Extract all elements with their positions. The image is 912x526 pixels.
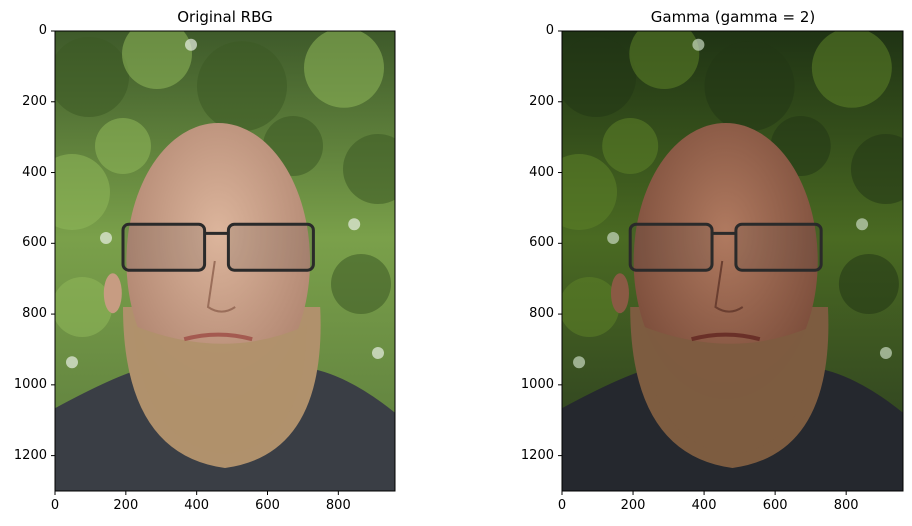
right-x-tick-label: 400 xyxy=(691,498,717,513)
left-y-tick-label: 600 xyxy=(22,235,47,251)
right-axes-frame xyxy=(561,30,904,492)
right-x-tick-label: 0 xyxy=(557,498,567,513)
right-y-tick-label: 1200 xyxy=(520,447,554,463)
left-axes-frame xyxy=(54,30,396,492)
right-y-tick-label: 1000 xyxy=(520,376,554,392)
left-x-tick-label: 800 xyxy=(325,498,351,513)
left-x-tick-label: 400 xyxy=(184,498,210,513)
left-y-tick-label: 1000 xyxy=(13,376,47,392)
left-y-tick-label: 800 xyxy=(22,306,47,322)
left-photo xyxy=(55,31,395,491)
left-x-tick-label: 600 xyxy=(255,498,280,513)
left-x-tick-label: 200 xyxy=(113,498,139,513)
right-photo xyxy=(562,31,903,491)
right-x-tick-label: 600 xyxy=(762,498,788,513)
left-y-tick-label: 200 xyxy=(22,93,47,109)
right-x-tick-label: 800 xyxy=(833,498,859,513)
left-y-tick-label: 0 xyxy=(38,23,47,38)
left-y-tick-label: 1200 xyxy=(13,447,47,463)
right-y-tick-label: 200 xyxy=(529,93,554,109)
right-y-tick-label: 400 xyxy=(529,164,554,180)
left-panel-title: Original RBG xyxy=(177,8,273,26)
left-x-tick-label: 0 xyxy=(50,498,60,513)
right-panel-title: Gamma (gamma = 2) xyxy=(650,8,816,26)
right-x-tick-label: 200 xyxy=(620,498,646,513)
right-y-tick-label: 0 xyxy=(545,23,554,38)
right-y-tick-label: 800 xyxy=(529,306,554,322)
right-y-tick-label: 600 xyxy=(529,235,554,251)
left-y-tick-label: 400 xyxy=(22,164,47,180)
